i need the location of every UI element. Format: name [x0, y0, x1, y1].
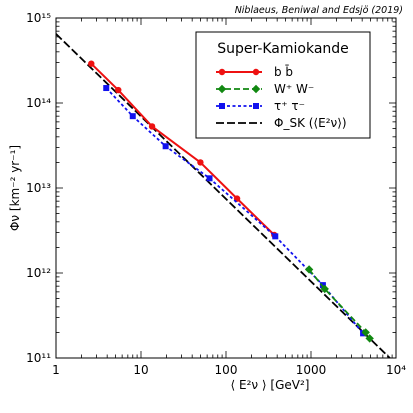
legend-entry: W⁺ W⁻: [216, 82, 314, 96]
legend: Super-Kamiokande b b̄ W⁺ W⁻ τ⁺ τ⁻ Φ_SK (⟨E²…: [195, 31, 371, 139]
legend-entry: Φ_SK (⟨E²ν⟩): [216, 116, 347, 130]
plot-frame: [55, 17, 397, 359]
x-axis-label: ⟨ E²ν ⟩ [GeV²]: [231, 378, 310, 392]
data-point: [129, 113, 136, 120]
x-tick-label: 1000: [296, 363, 327, 377]
legend-marker: [252, 68, 260, 76]
y-tick-label: 10¹²: [26, 266, 51, 280]
data-point: [365, 334, 374, 343]
legend-label: W⁺ W⁻: [274, 82, 314, 96]
legend-marker: [251, 84, 261, 94]
legend-box: [195, 31, 371, 139]
data-point: [272, 233, 279, 240]
series-line: [308, 268, 371, 339]
x-tick-label: 10⁴: [386, 363, 406, 377]
legend-entry: τ⁺ τ⁻: [216, 99, 305, 113]
data-point: [361, 328, 370, 337]
y-tick-label: 10¹³: [26, 181, 51, 195]
data-point: [320, 284, 329, 294]
data-point: [197, 159, 204, 166]
data-point: [162, 143, 169, 150]
legend-marker: [219, 103, 225, 109]
series-line: [56, 33, 392, 358]
legend-entry: b b̄: [216, 65, 293, 79]
legend-marker: [217, 84, 227, 94]
y-tick-label: 10¹¹: [26, 351, 51, 365]
legend-label: τ⁺ τ⁻: [274, 99, 305, 113]
data-point: [115, 86, 122, 94]
y-axis-label: Φν [km⁻² yr⁻¹]: [8, 145, 22, 231]
x-tick-label: 100: [215, 363, 238, 377]
data-point: [206, 175, 213, 182]
data-point: [103, 85, 110, 92]
legend-label: b b̄: [274, 65, 293, 79]
y-tick-labels: 10¹¹ 10¹² 10¹³ 10¹⁴ 10¹⁵: [26, 11, 51, 365]
data-point: [304, 265, 314, 274]
series-line: [90, 62, 275, 236]
x-tick-label: 10: [133, 363, 148, 377]
legend-entries: b b̄ W⁺ W⁻ τ⁺ τ⁻ Φ_SK (⟨E²ν⟩): [216, 65, 347, 130]
data-point: [148, 123, 156, 130]
data-point: [319, 282, 326, 289]
x-tick-labels: 1 10 100 1000 10⁴: [52, 363, 406, 377]
chart-credit: Niblaeus, Beniwal and Edsjö (2019): [235, 5, 403, 16]
series-1: [304, 265, 374, 343]
y-tick-label: 10¹⁴: [26, 96, 51, 110]
legend-marker: [218, 68, 226, 76]
series-3: [56, 33, 392, 358]
legend-title: Super-Kamiokande: [217, 41, 349, 57]
y-tick-label: 10¹⁵: [26, 11, 51, 25]
legend-label: Φ_SK (⟨E²ν⟩): [274, 116, 347, 130]
x-tick-label: 1: [52, 363, 60, 377]
legend-marker: [253, 103, 259, 109]
series-layer: [56, 33, 392, 358]
ticks-layer: [56, 18, 396, 358]
data-point: [88, 60, 95, 67]
